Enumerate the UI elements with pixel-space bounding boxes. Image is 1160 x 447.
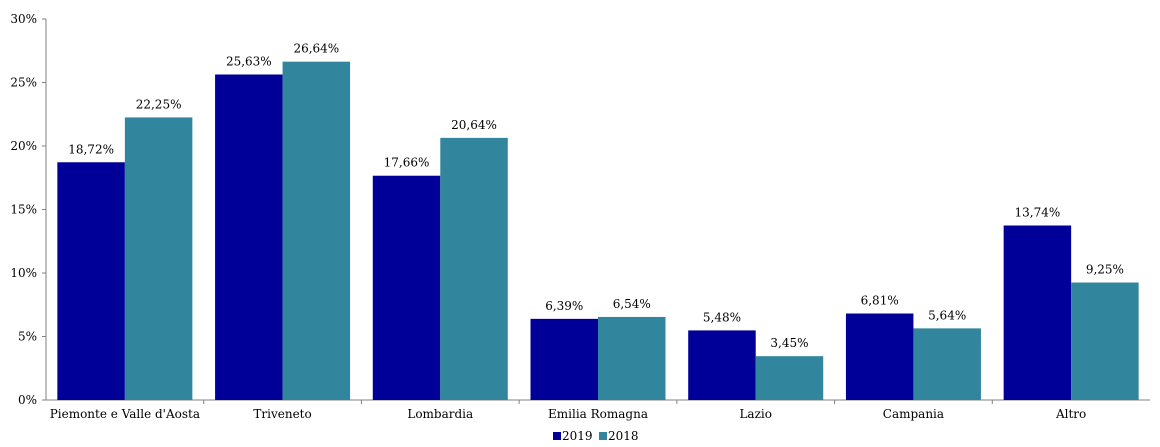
legend: 2019 2018 <box>553 429 639 443</box>
bar <box>845 313 914 400</box>
y-tick-label: 0% <box>18 393 37 407</box>
bar <box>1071 282 1139 400</box>
bar <box>598 316 666 400</box>
y-tick-label: 5% <box>18 330 37 344</box>
y-tick-label: 15% <box>10 203 37 217</box>
data-labels: 18,72% 22,25% 25,63% 26,64% 17,66% 20,64% 6,39… <box>68 42 1124 351</box>
data-label: 22,25% <box>136 97 182 111</box>
x-category-label: Emilia Romagna <box>548 407 648 421</box>
bar <box>755 356 824 400</box>
data-label: 18,72% <box>68 142 114 156</box>
y-tick-label: 20% <box>10 139 37 153</box>
data-label: 20,64% <box>451 118 497 132</box>
x-category-label: Lazio <box>739 407 772 421</box>
y-tick-label: 30% <box>10 12 37 26</box>
bar <box>57 162 125 400</box>
x-category-label: Lombardia <box>407 407 473 421</box>
x-category-label: Campania <box>883 407 944 421</box>
data-label: 25,63% <box>226 54 272 68</box>
bar <box>440 137 508 400</box>
data-label: 9,25% <box>1086 263 1124 277</box>
data-label: 5,48% <box>703 310 741 324</box>
x-category-label: Triveneto <box>253 407 311 421</box>
bar <box>282 61 351 401</box>
x-category-label: Piemonte e Valle d'Aosta <box>50 407 200 421</box>
x-category-label: Altro <box>1055 407 1086 421</box>
data-label: 6,39% <box>545 299 583 313</box>
legend-label: 2019 <box>562 429 593 443</box>
bars <box>57 61 1139 401</box>
bar <box>1003 225 1072 400</box>
legend-label: 2018 <box>608 429 639 443</box>
data-label: 6,81% <box>861 294 899 308</box>
bar <box>913 328 981 400</box>
data-label: 6,54% <box>613 297 651 311</box>
bar <box>530 318 598 400</box>
y-tick-label: 10% <box>10 266 37 280</box>
data-label: 26,64% <box>293 42 339 56</box>
bar <box>215 74 283 401</box>
bar <box>124 117 193 401</box>
data-label: 17,66% <box>384 156 430 170</box>
bar <box>372 175 441 400</box>
axes: 0% 5% 10% 15% 20% 25% 30% Piemonte e Valle d'Ao… <box>10 12 1150 421</box>
data-label: 5,64% <box>928 308 966 322</box>
data-label: 3,45% <box>770 336 808 350</box>
legend-swatch <box>553 432 561 440</box>
legend-swatch <box>599 432 607 440</box>
data-label: 13,74% <box>1015 206 1061 220</box>
y-tick-label: 25% <box>10 76 37 90</box>
bar <box>688 330 756 400</box>
